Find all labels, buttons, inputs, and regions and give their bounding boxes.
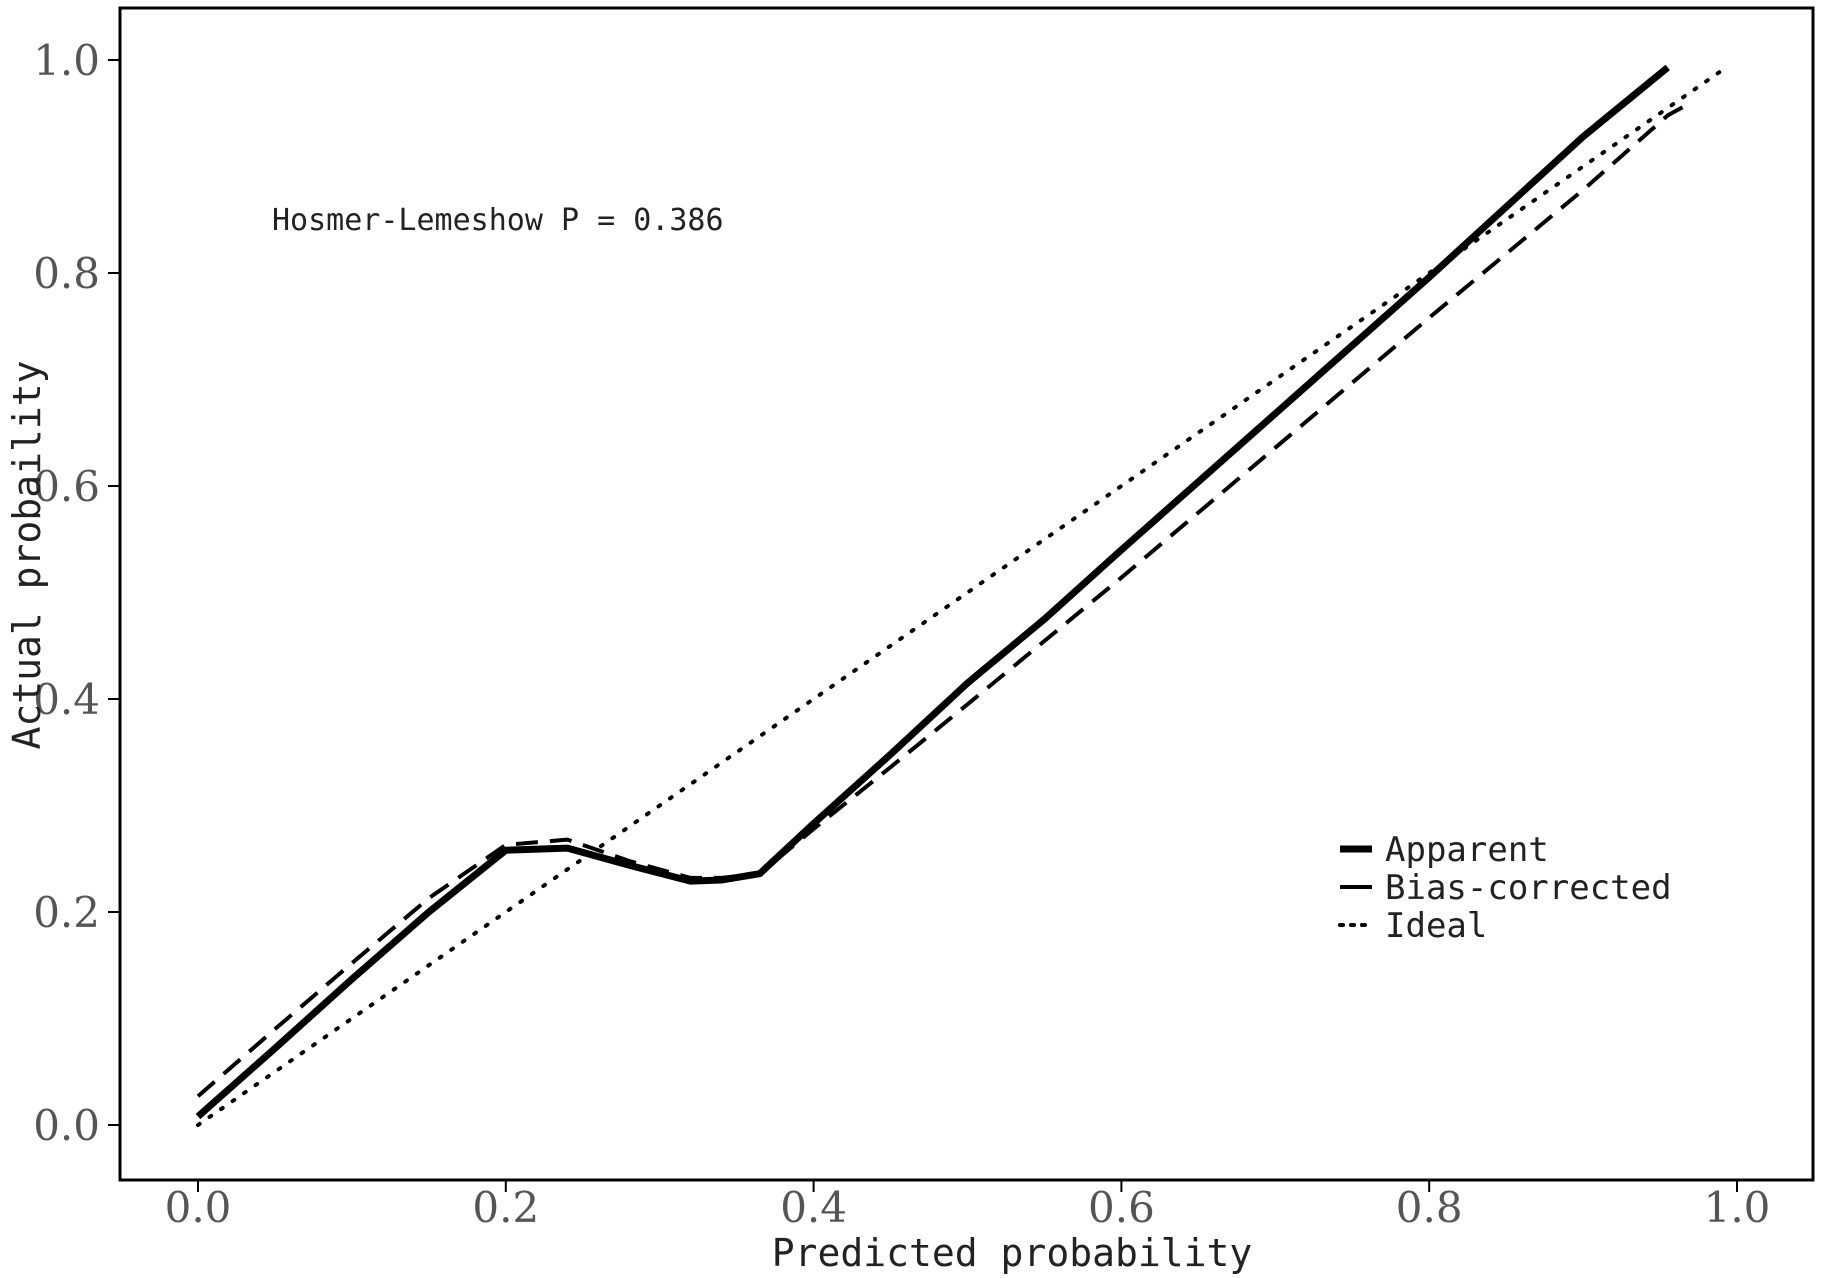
x-tick-label: 1.0 [1704, 1183, 1771, 1232]
y-tick-label: 0.0 [33, 1101, 100, 1150]
y-tick-label: 0.6 [33, 462, 100, 511]
y-tick-label: 0.4 [33, 675, 100, 724]
x-tick-label: 0.4 [780, 1183, 847, 1232]
legend-label-apparent: Apparent [1385, 830, 1549, 870]
plot-border [118, 6, 1815, 1182]
series-line-apparent [195, 64, 1670, 1120]
series-layer [195, 64, 1724, 1127]
legend-label-bias-corrected: Bias-corrected [1385, 868, 1672, 908]
x-tick-label: 0.8 [1396, 1183, 1463, 1232]
x-tick-label: 0.2 [472, 1183, 539, 1232]
y-axis-ticks: 0.0 0.2 0.4 0.6 0.8 1.0 [33, 36, 120, 1150]
annotation-hosmer-lemeshow: Hosmer-Lemeshow P = 0.386 [272, 203, 724, 238]
y-tick-label: 1.0 [33, 36, 100, 85]
y-tick-label: 0.8 [33, 249, 100, 298]
series-line-ideal [196, 68, 1724, 1127]
x-tick-label: 0.6 [1088, 1183, 1155, 1232]
y-tick-label: 0.2 [33, 888, 100, 937]
legend-label-ideal: Ideal [1385, 906, 1487, 946]
x-tick-label: 0.0 [165, 1183, 232, 1232]
x-axis-title: Predicted probability [772, 1231, 1252, 1275]
x-axis-ticks: 0.0 0.2 0.4 0.6 0.8 1.0 [165, 1180, 1771, 1232]
y-axis-title: Actual probaility [5, 361, 49, 750]
legend: Apparent Bias-corrected Ideal [1338, 830, 1672, 946]
